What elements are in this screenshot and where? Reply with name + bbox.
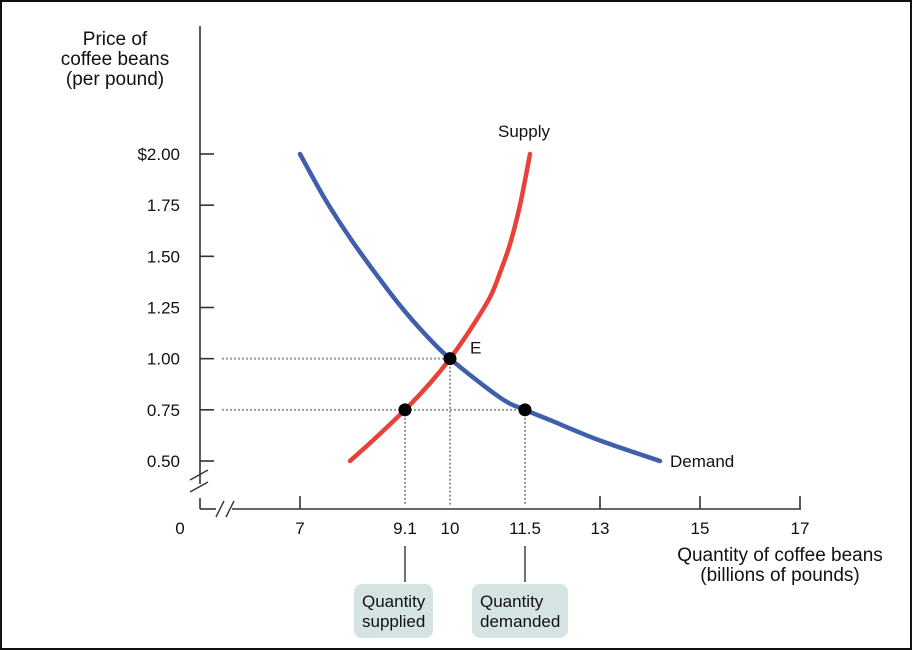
demand-label: Demand xyxy=(670,452,734,471)
origin-label: 0 xyxy=(175,519,184,538)
y-tick-label: 1.75 xyxy=(147,196,180,215)
callout-line: Quantity xyxy=(480,592,544,611)
x-tick-label: 10 xyxy=(441,519,460,538)
demand-curve xyxy=(297,151,663,464)
y-tick-label: 1.25 xyxy=(147,299,180,318)
callout-line: Quantity xyxy=(362,592,426,611)
x-axis-title: Quantity of coffee beans (billions of po… xyxy=(655,546,905,586)
y-tick-label: 0.50 xyxy=(147,452,180,471)
y-axis-title: Price of coffee beans (per pound) xyxy=(40,30,190,90)
callout-line: demanded xyxy=(480,612,561,631)
x-tick-label: 7 xyxy=(295,519,304,538)
data-point xyxy=(518,403,532,417)
data-point xyxy=(398,403,412,417)
x-tick-label: 13 xyxy=(591,519,610,538)
y-tick-label: $2.00 xyxy=(137,145,180,164)
x-axis-break-mark xyxy=(215,500,225,518)
x-axis-title-line: Quantity of coffee beans xyxy=(677,545,883,566)
x-tick-label: 11.5 xyxy=(509,519,541,538)
y-axis-break-mark xyxy=(189,469,209,481)
y-tick-label: 1.00 xyxy=(147,350,180,369)
x-axis-break-mark xyxy=(225,500,235,518)
x-tick-label: 17 xyxy=(791,519,810,538)
supply-label: Supply xyxy=(498,122,550,141)
x-tick-label: 15 xyxy=(691,519,710,538)
quantity-supplied-callout: Quantity supplied xyxy=(354,584,434,638)
supply-curve xyxy=(347,151,533,464)
y-axis-title-line: coffee beans xyxy=(60,49,170,70)
y-axis-title-line: (per pound) xyxy=(65,69,165,90)
x-axis-title-line: (billions of pounds) xyxy=(700,565,860,586)
y-axis-break-mark xyxy=(189,481,209,493)
equilibrium-label: E xyxy=(470,339,481,358)
quantity-demanded-callout: Quantity demanded xyxy=(472,584,569,638)
callout-line: supplied xyxy=(362,612,426,631)
y-tick-label: 1.50 xyxy=(147,247,180,266)
equilibrium-point xyxy=(443,352,457,366)
y-axis-title-line: Price of xyxy=(82,29,148,50)
x-tick-label: 9.1 xyxy=(393,519,417,538)
y-tick-label: 0.75 xyxy=(147,401,180,420)
